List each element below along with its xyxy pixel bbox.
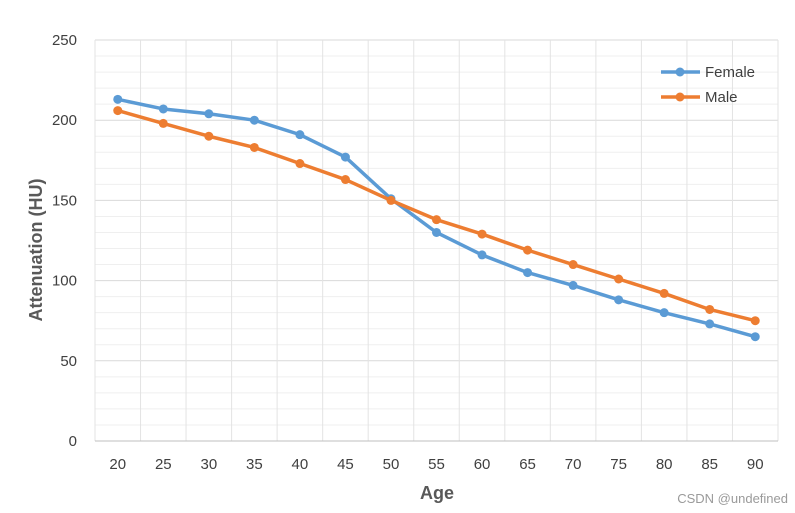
data-point-male [158,118,168,128]
x-tick-label: 75 [610,456,627,473]
legend-marker-male [675,92,685,102]
x-tick-label: 60 [474,456,491,473]
y-tick-label: 100 [52,273,77,290]
data-point-male [705,304,715,314]
data-point-female [340,152,350,162]
y-tick-label: 150 [52,192,77,209]
x-tick-label: 50 [383,456,400,473]
legend-marker-female [675,67,685,77]
watermark-text: CSDN @undefined [677,491,788,506]
x-tick-label: 35 [246,456,263,473]
data-point-female [750,332,760,342]
x-tick-label: 55 [428,456,445,473]
x-tick-label: 40 [292,456,309,473]
data-point-female [295,130,305,140]
data-point-male [477,229,487,239]
data-point-female [249,115,259,125]
legend-item-male: Male [661,89,738,106]
data-point-male [614,274,624,284]
series-group [113,94,760,342]
data-point-female [568,280,578,290]
data-point-female [523,268,533,278]
data-point-male [386,195,396,205]
data-point-female [614,295,624,305]
data-point-male [659,288,669,298]
legend-label-female: Female [705,64,755,81]
y-tick-label: 50 [60,353,77,370]
y-tick-label: 250 [52,32,77,49]
y-tick-label: 200 [52,112,77,129]
data-point-female [204,109,214,119]
legend: Female Male [661,64,755,106]
series-female [113,94,760,342]
x-tick-label: 45 [337,456,354,473]
x-tick-label: 90 [747,456,764,473]
x-tick-label: 25 [155,456,172,473]
data-point-male [249,142,259,152]
legend-item-female: Female [661,64,755,81]
data-point-male [432,215,441,225]
x-tick-label: 20 [109,456,126,473]
x-tick-label: 65 [519,456,536,473]
x-tick-label: 70 [565,456,582,473]
data-point-male [568,260,578,270]
data-point-female [659,308,669,318]
data-point-female [432,227,441,237]
data-point-female [158,104,168,114]
data-point-male [204,131,214,141]
x-tick-label: 80 [656,456,673,473]
data-point-female [477,250,487,260]
series-male [113,106,760,326]
data-point-male [113,106,123,116]
legend-label-male: Male [705,89,738,106]
x-tick-label: 85 [701,456,718,473]
x-axis-ticks: 20 25 30 35 40 45 50 55 60 65 70 75 80 85 90 [109,456,763,473]
data-point-male [295,159,305,169]
x-tick-label: 30 [200,456,217,473]
grid [94,39,779,442]
data-point-male [340,175,350,185]
y-axis-ticks: 0 50 100 150 200 250 [52,32,77,450]
data-point-female [705,319,715,329]
data-point-female [113,94,123,104]
x-axis-title: Age [420,483,454,503]
y-axis-title: Attenuation (HU) [26,179,46,322]
data-point-male [523,245,533,255]
data-point-male [750,316,760,326]
y-tick-label: 0 [69,433,77,450]
